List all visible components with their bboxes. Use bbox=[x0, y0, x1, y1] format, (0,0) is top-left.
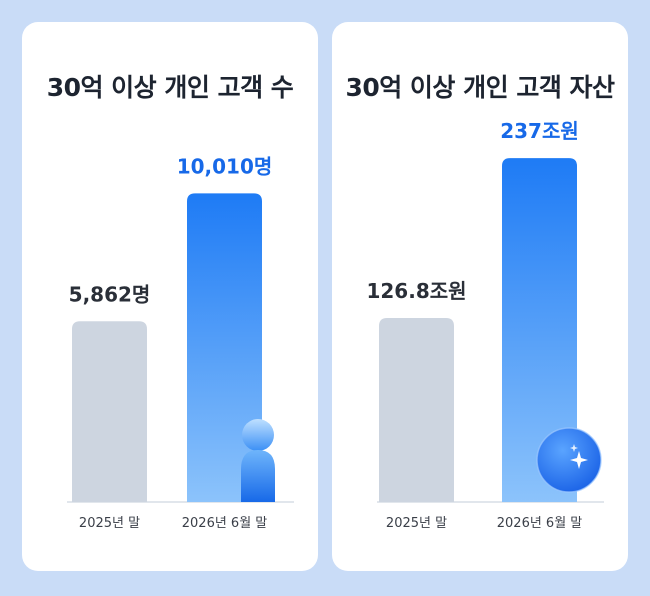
category-label: 2026년 6월 말 bbox=[497, 516, 583, 531]
bar-current bbox=[502, 158, 577, 502]
data-label: 5,862명 bbox=[69, 282, 151, 306]
customer-count-card: 30억 이상 개인 고객 수 5,862명 2025년 말 10,010명 2026년… bbox=[22, 22, 318, 571]
bar-current bbox=[187, 193, 262, 502]
category-label: 2025년 말 bbox=[79, 516, 140, 531]
bar-previous bbox=[72, 321, 147, 502]
chart-title: 30억 이상 개인 고객 자산 bbox=[345, 73, 615, 102]
customer-assets-chart: 126.8조원 2025년 말 237조원 2026년 6월 말 bbox=[366, 119, 604, 531]
category-label: 2025년 말 bbox=[386, 516, 447, 531]
data-label: 10,010명 bbox=[177, 154, 273, 178]
data-label: 126.8조원 bbox=[366, 279, 466, 303]
customer-count-chart: 5,862명 2025년 말 10,010명 2026년 6월 말 bbox=[67, 154, 294, 531]
customer-assets-card: 30억 이상 개인 고객 자산 126.8조원 2025년 말 237조원 2026년… bbox=[332, 22, 628, 571]
coin-sparkle-icon bbox=[536, 427, 602, 493]
chart-title: 30억 이상 개인 고객 수 bbox=[46, 73, 294, 102]
category-label: 2026년 6월 말 bbox=[182, 516, 268, 531]
data-label: 237조원 bbox=[500, 119, 579, 143]
person-icon bbox=[241, 419, 275, 502]
bar-previous bbox=[379, 318, 454, 502]
